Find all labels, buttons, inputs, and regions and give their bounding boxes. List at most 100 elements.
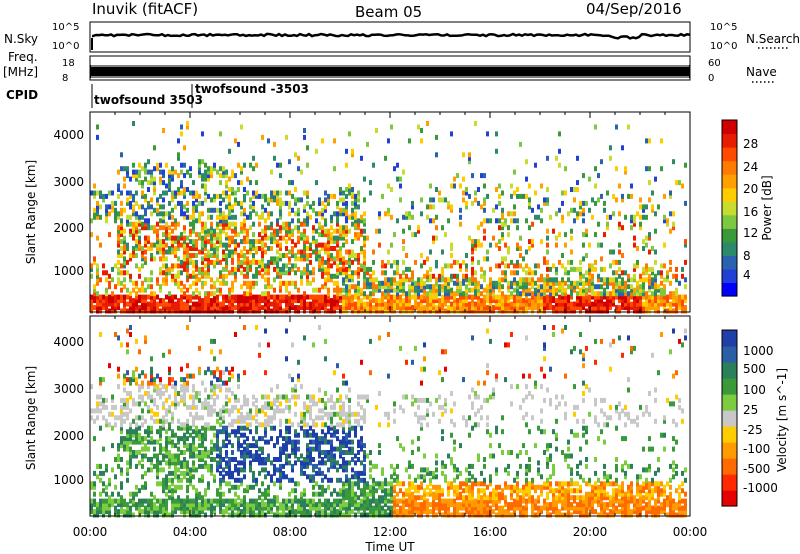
heatmap-cell bbox=[198, 457, 201, 462]
heatmap-cell bbox=[312, 505, 315, 511]
heatmap-cell bbox=[525, 284, 528, 290]
heatmap-cell bbox=[288, 505, 291, 511]
heatmap-cell bbox=[273, 190, 276, 196]
heatmap-cell bbox=[231, 253, 234, 258]
heatmap-cell bbox=[144, 166, 147, 172]
heatmap-cell bbox=[234, 200, 237, 206]
heatmap-cell bbox=[375, 305, 378, 311]
heatmap-cell bbox=[309, 408, 312, 414]
heatmap-cell bbox=[423, 308, 426, 314]
heatmap-cell bbox=[327, 498, 330, 504]
heatmap-cell bbox=[150, 460, 153, 466]
heatmap-cell bbox=[615, 305, 618, 311]
heatmap-cell bbox=[477, 287, 480, 293]
heatmap-cell bbox=[201, 436, 204, 442]
heatmap-cell bbox=[621, 284, 624, 290]
heatmap-cell bbox=[426, 305, 429, 311]
heatmap-cell bbox=[105, 214, 108, 220]
heatmap-cell bbox=[207, 298, 210, 304]
heatmap-cell bbox=[135, 294, 138, 300]
heatmap-cell bbox=[189, 505, 192, 511]
heatmap-cell bbox=[330, 246, 333, 251]
heatmap-cell bbox=[171, 249, 174, 255]
heatmap-cell bbox=[192, 439, 195, 445]
heatmap-cell bbox=[642, 246, 645, 251]
heatmap-cell bbox=[105, 270, 108, 276]
heatmap-cell bbox=[90, 305, 93, 311]
heatmap-cell bbox=[345, 505, 348, 511]
heatmap-cell bbox=[186, 422, 189, 428]
heatmap-cell bbox=[162, 498, 165, 504]
heatmap-cell bbox=[189, 404, 192, 410]
heatmap-cell bbox=[285, 502, 288, 508]
heatmap-cell bbox=[528, 200, 531, 206]
heatmap-cell bbox=[171, 460, 174, 466]
heatmap-cell bbox=[165, 270, 168, 276]
heatmap-cell bbox=[471, 287, 474, 293]
heatmap-cell bbox=[315, 180, 318, 186]
heatmap-cell bbox=[582, 287, 585, 293]
heatmap-cell bbox=[195, 491, 198, 497]
heatmap-cell bbox=[351, 221, 354, 227]
heatmap-cell bbox=[159, 176, 162, 182]
heatmap-cell bbox=[450, 183, 453, 189]
heatmap-cell bbox=[228, 502, 231, 508]
heatmap-cell bbox=[204, 305, 207, 311]
heatmap-cell bbox=[120, 221, 123, 227]
heatmap-cell bbox=[432, 239, 435, 245]
heatmap-cell bbox=[144, 162, 147, 168]
heatmap-cell bbox=[255, 404, 258, 410]
power-cbar-label: Power [dB] bbox=[760, 175, 774, 240]
heatmap-cell bbox=[681, 183, 684, 189]
heatmap-cell bbox=[234, 418, 237, 424]
heatmap-cell bbox=[183, 225, 186, 231]
heatmap-cell bbox=[285, 397, 288, 403]
heatmap-cell bbox=[123, 235, 126, 241]
heatmap-cell bbox=[315, 463, 318, 469]
heatmap-cell bbox=[681, 298, 684, 304]
heatmap-cell bbox=[648, 284, 651, 290]
heatmap-cell bbox=[333, 308, 336, 314]
heatmap-cell bbox=[540, 294, 543, 300]
heatmap-cell bbox=[141, 294, 144, 300]
heatmap-cell bbox=[279, 266, 282, 272]
heatmap-cell bbox=[327, 228, 330, 234]
heatmap-cell bbox=[486, 256, 489, 262]
heatmap-cell bbox=[132, 221, 135, 227]
heatmap-cell bbox=[396, 280, 399, 286]
heatmap-cell bbox=[360, 249, 363, 255]
freq-label: Freq. bbox=[8, 50, 38, 64]
heatmap-cell bbox=[246, 450, 249, 455]
heatmap-cell bbox=[264, 474, 267, 480]
heatmap-cell bbox=[540, 308, 543, 314]
heatmap-cell bbox=[324, 228, 327, 234]
heatmap-cell bbox=[513, 294, 516, 300]
heatmap-cell bbox=[639, 287, 642, 293]
heatmap-cell bbox=[516, 187, 519, 192]
heatmap-cell bbox=[276, 298, 279, 304]
heatmap-cell bbox=[276, 221, 279, 227]
heatmap-cell bbox=[129, 200, 132, 206]
heatmap-cell bbox=[267, 235, 270, 241]
heatmap-cell bbox=[249, 429, 252, 435]
heatmap-cell bbox=[210, 305, 213, 311]
heatmap-cell bbox=[120, 425, 123, 431]
heatmap-cell bbox=[648, 138, 651, 144]
heatmap-cell bbox=[162, 263, 165, 269]
heatmap-cell bbox=[162, 488, 165, 494]
heatmap-cell bbox=[120, 218, 123, 224]
heatmap-cell bbox=[579, 301, 582, 307]
heatmap-cell bbox=[375, 308, 378, 314]
heatmap-cell bbox=[363, 176, 366, 182]
heatmap-cell bbox=[291, 439, 294, 445]
heatmap-cell bbox=[180, 384, 183, 390]
heatmap-cell bbox=[627, 273, 630, 279]
heatmap-cell bbox=[129, 190, 132, 196]
heatmap-cell bbox=[369, 277, 372, 283]
heatmap-cell bbox=[228, 239, 231, 245]
heatmap-cell bbox=[279, 211, 282, 217]
heatmap-cell bbox=[180, 263, 183, 269]
heatmap-cell bbox=[219, 509, 222, 515]
heatmap-cell bbox=[513, 211, 516, 217]
heatmap-cell bbox=[237, 460, 240, 466]
